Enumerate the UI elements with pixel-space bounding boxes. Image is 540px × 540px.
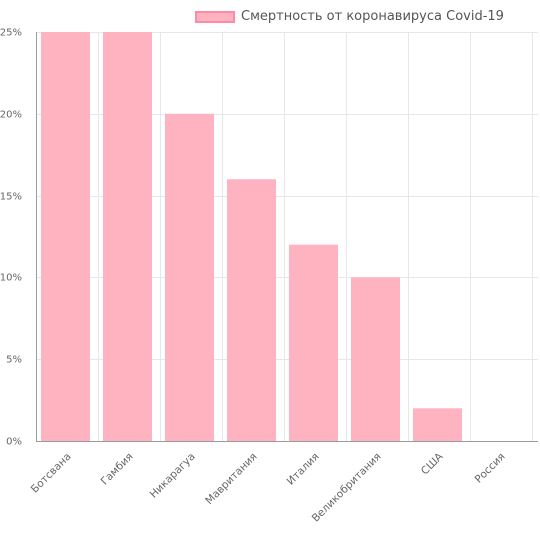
x-tick-label: Мавритания (203, 451, 259, 507)
bar-6[interactable] (351, 277, 400, 441)
y-tick-label: 5% (6, 355, 22, 366)
bar-7[interactable] (413, 408, 462, 441)
axis-layer (36, 32, 538, 442)
legend-swatch (195, 11, 235, 23)
legend-label: Смертность от коронавируса Covid-19 (241, 9, 504, 24)
bar-4[interactable] (227, 179, 276, 442)
bar-5[interactable] (289, 244, 338, 441)
bar-2[interactable] (103, 32, 152, 441)
x-tick-label: Ботсвана (29, 451, 74, 496)
bar-3[interactable] (165, 113, 214, 442)
x-tick-label: Гамбия (99, 451, 136, 488)
y-tick-label: 15% (0, 192, 22, 203)
x-tick-label: Россия (473, 451, 508, 486)
y-tick-label: 10% (0, 273, 22, 284)
y-tick-label: 20% (0, 110, 22, 121)
x-tick-label: Никарагуа (148, 451, 198, 501)
bar-1[interactable] (41, 32, 90, 441)
x-tick-label: США (419, 450, 446, 477)
y-tick-label: 25% (0, 28, 22, 39)
x-tick-label: Великобритания (310, 451, 384, 525)
x-tick-label: Италия (285, 451, 322, 488)
legend[interactable]: Смертность от коронавируса Covid-19 (195, 8, 504, 26)
bars-layer (41, 32, 462, 442)
y-tick-label: 0% (6, 437, 22, 448)
